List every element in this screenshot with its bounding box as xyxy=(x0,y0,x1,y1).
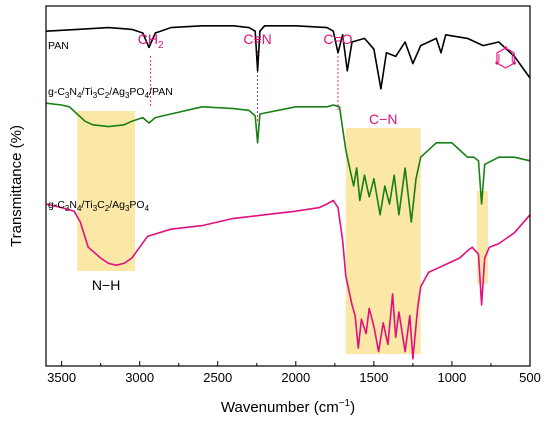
x-tick-label: 2500 xyxy=(203,370,232,385)
plot-frame xyxy=(45,5,531,367)
series-line xyxy=(45,199,531,360)
series-labels: PAN g-C3N4/Ti3C2/Ag3PO4/PAN g-C3N4/Ti3C2/A… xyxy=(48,40,173,213)
x-axis-ticks: 3500 3000 2500 2000 1500 1000 500 xyxy=(47,361,541,385)
annotations: CH2 C≡N C=O xyxy=(138,31,516,69)
series-label: PAN xyxy=(48,40,69,52)
band-label: C−N xyxy=(369,111,397,127)
band-label: N−H xyxy=(92,277,120,293)
series-label: g-C3N4/Ti3C2/Ag3PO4 xyxy=(48,199,150,213)
series-line xyxy=(45,25,531,90)
annotation-guides xyxy=(150,51,339,121)
highlight-bands: N−H C−N xyxy=(77,111,488,354)
peak-annotation: C=O xyxy=(323,31,352,47)
x-tick-label: 2000 xyxy=(281,370,310,385)
highlight-band xyxy=(345,128,421,354)
x-tick-label: 1500 xyxy=(359,370,388,385)
triazine-ring-icon xyxy=(495,46,516,69)
x-tick-label: 3000 xyxy=(125,370,154,385)
peak-annotation: CH2 xyxy=(138,31,164,51)
x-tick-label: 500 xyxy=(519,370,541,385)
x-tick-label: 3500 xyxy=(47,370,76,385)
x-axis-title: Wavenumber (cm−1) xyxy=(221,398,355,416)
peak-annotation: C≡N xyxy=(243,31,271,47)
highlight-band xyxy=(77,111,135,271)
series-group xyxy=(45,25,531,360)
series-label: g-C3N4/Ti3C2/Ag3PO4/PAN xyxy=(48,86,173,100)
y-axis-title: Transmittance (%) xyxy=(8,125,25,247)
x-tick-label: 1000 xyxy=(437,370,466,385)
highlight-band xyxy=(476,191,488,284)
series-line xyxy=(45,102,531,223)
